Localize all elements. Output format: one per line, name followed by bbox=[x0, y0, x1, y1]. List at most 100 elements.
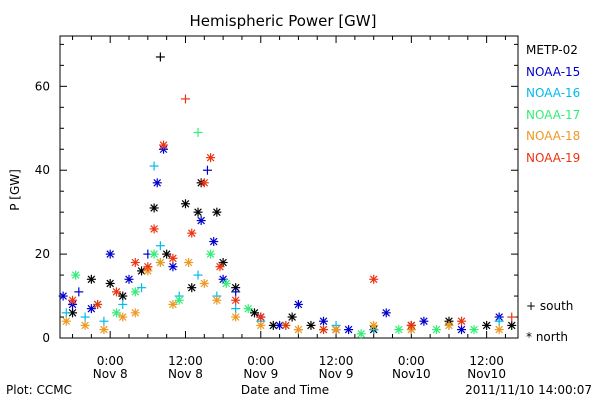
series-noaa-15 bbox=[58, 144, 504, 335]
marker-stroke bbox=[118, 313, 127, 321]
marker-stroke bbox=[275, 321, 284, 330]
marker-stroke bbox=[93, 300, 102, 309]
north-asterisk-point bbox=[199, 178, 209, 188]
north-asterisk-point bbox=[86, 274, 96, 284]
marker-stroke bbox=[87, 275, 96, 284]
north-asterisk-point bbox=[381, 308, 391, 318]
south-plus-point bbox=[507, 312, 517, 322]
marker-stroke bbox=[131, 288, 140, 296]
north-asterisk-point bbox=[212, 207, 222, 217]
south-plus-point bbox=[99, 316, 109, 326]
marker-stroke bbox=[369, 321, 378, 330]
marker-stroke bbox=[288, 313, 296, 321]
north-asterisk-point bbox=[287, 312, 297, 322]
south-plus-point bbox=[80, 312, 90, 322]
north-asterisk-point bbox=[149, 249, 159, 259]
marker-stroke bbox=[256, 321, 265, 330]
legend-south-label: south bbox=[539, 299, 574, 313]
north-asterisk-point bbox=[187, 283, 197, 293]
x-tick-date-label: Nov 9 bbox=[319, 367, 354, 381]
marker-stroke bbox=[307, 321, 315, 330]
north-asterisk-point bbox=[111, 287, 121, 297]
north-asterisk-point bbox=[152, 178, 162, 188]
north-asterisk-point bbox=[187, 228, 197, 238]
marker-stroke bbox=[131, 258, 140, 267]
north-asterisk-point bbox=[149, 224, 159, 234]
legend-entry-noaa-19: NOAA-19 bbox=[526, 150, 581, 165]
marker-stroke bbox=[184, 258, 193, 267]
marker-stroke bbox=[68, 309, 77, 317]
north-asterisk-point bbox=[99, 325, 109, 335]
north-asterisk-point bbox=[457, 316, 467, 326]
y-tick-label: 0 bbox=[42, 331, 50, 345]
x-tick-date-label: Nov10 bbox=[392, 367, 431, 381]
marker-stroke bbox=[169, 262, 177, 271]
legend-north: * north bbox=[526, 330, 568, 344]
north-asterisk-point bbox=[105, 278, 115, 288]
north-asterisk-point bbox=[149, 203, 159, 213]
north-asterisk-point bbox=[124, 274, 134, 284]
legend-entry-noaa-15: NOAA-15 bbox=[526, 64, 581, 79]
marker-stroke bbox=[206, 250, 215, 258]
marker-stroke bbox=[222, 279, 231, 288]
marker-stroke bbox=[181, 199, 190, 208]
north-asterisk-point bbox=[331, 325, 341, 335]
marker-stroke bbox=[357, 330, 365, 338]
north-asterisk-point bbox=[80, 320, 90, 330]
north-asterisk-point bbox=[256, 320, 266, 330]
x-tick-time-label: 0:00 bbox=[398, 354, 425, 368]
north-asterisk-point bbox=[105, 249, 115, 259]
x-tick-date-label: Nov10 bbox=[467, 367, 506, 381]
north-asterisk-point bbox=[61, 316, 71, 326]
marker-stroke bbox=[231, 313, 240, 321]
north-asterisk-point bbox=[206, 249, 216, 259]
y-ticks: 0 20 40 60 bbox=[35, 43, 518, 345]
marker-stroke bbox=[209, 237, 218, 246]
marker-stroke bbox=[282, 321, 290, 330]
south-plus-point bbox=[231, 304, 241, 314]
y-tick-label: 60 bbox=[35, 79, 50, 93]
marker-stroke bbox=[87, 304, 96, 313]
south-plus-point bbox=[118, 299, 128, 309]
north-asterisk-point bbox=[256, 312, 266, 322]
marker-stroke bbox=[169, 300, 177, 309]
legend-north-symbol: * bbox=[526, 330, 532, 344]
north-asterisk-point bbox=[457, 325, 467, 335]
marker-stroke bbox=[457, 325, 466, 334]
marker-stroke bbox=[187, 229, 196, 237]
north-asterisk-point bbox=[494, 325, 504, 335]
marker-stroke bbox=[200, 279, 209, 288]
legend-entry-noaa-17: NOAA-17 bbox=[526, 107, 581, 122]
marker-stroke bbox=[206, 153, 215, 162]
marker-stroke bbox=[71, 271, 80, 279]
north-asterisk-point bbox=[86, 304, 96, 314]
north-asterisk-point bbox=[319, 316, 329, 326]
north-asterisk-point bbox=[168, 253, 178, 263]
marker-stroke bbox=[507, 321, 516, 330]
legend-entry-metp-02: METP-02 bbox=[526, 43, 578, 57]
north-asterisk-point bbox=[130, 308, 140, 318]
north-asterisk-point bbox=[111, 308, 121, 318]
marker-stroke bbox=[244, 304, 253, 313]
north-asterisk-point bbox=[293, 325, 303, 335]
north-asterisk-point bbox=[155, 258, 165, 267]
north-asterisk-point bbox=[344, 325, 354, 335]
marker-stroke bbox=[294, 300, 303, 309]
north-asterisk-point bbox=[369, 320, 379, 330]
series-noaa-17 bbox=[71, 127, 479, 339]
north-asterisk-point bbox=[168, 262, 178, 272]
x-tick-date-label: Nov 8 bbox=[93, 367, 128, 381]
marker-stroke bbox=[153, 179, 162, 187]
legend-south: + south bbox=[526, 299, 573, 313]
north-asterisk-point bbox=[444, 320, 454, 330]
x-tick-time-label: 12:00 bbox=[469, 354, 504, 368]
marker-stroke bbox=[256, 313, 265, 321]
marker-stroke bbox=[150, 204, 158, 212]
north-asterisk-point bbox=[174, 295, 184, 305]
marker-stroke bbox=[382, 309, 391, 317]
north-asterisk-point bbox=[369, 274, 379, 284]
legend-entry-noaa-16: NOAA-16 bbox=[526, 86, 581, 100]
north-asterisk-point bbox=[218, 274, 228, 284]
marker-stroke bbox=[432, 325, 441, 334]
